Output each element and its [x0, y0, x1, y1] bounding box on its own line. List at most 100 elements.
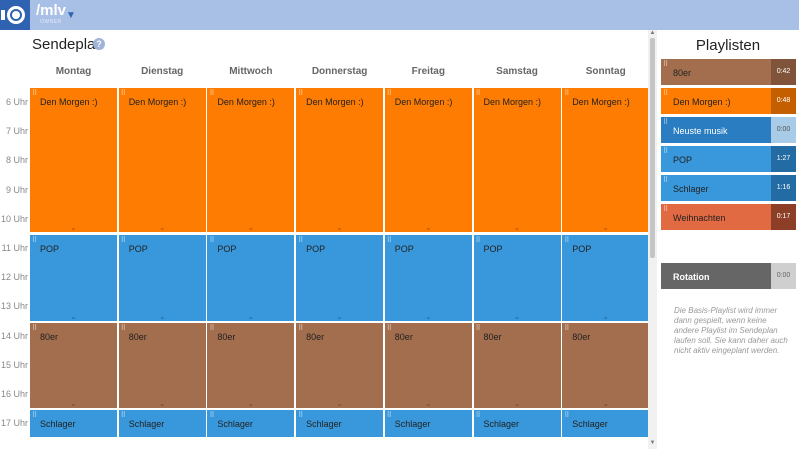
drag-handle-icon[interactable]: ⠿ — [120, 90, 126, 97]
drag-handle-icon[interactable]: ⠿ — [120, 324, 126, 332]
schedule-block[interactable]: ⠿ Schlager — [473, 410, 561, 438]
drag-handle-icon[interactable]: ⠿ — [120, 237, 126, 244]
chevron-down-icon[interactable]: ⌄ — [336, 223, 343, 232]
drag-handle-icon[interactable]: ⠿ — [120, 412, 126, 420]
drag-handle-icon[interactable]: ⠿ — [663, 90, 668, 97]
drag-handle-icon[interactable]: ⠿ — [663, 177, 668, 184]
drag-handle-icon[interactable]: ⠿ — [386, 90, 392, 97]
chevron-down-icon[interactable]: ⌄ — [247, 311, 255, 321]
drag-handle-icon[interactable]: ⠿ — [298, 237, 303, 244]
playlist-item-pop[interactable]: ⠿ POP 1:27 — [661, 146, 796, 172]
schedule-block[interactable]: ⠿ POP ⌄ — [207, 235, 295, 321]
schedule-block[interactable]: ⠿ Schlager — [562, 410, 650, 438]
chevron-down-icon[interactable]: ⌄ — [602, 223, 610, 232]
schedule-block[interactable]: ⠿ 80er ⌄ — [296, 322, 384, 409]
schedule-block[interactable]: ⠿ Schlager — [118, 410, 206, 438]
chevron-down-icon[interactable]: ⌄ — [602, 311, 610, 321]
schedule-block[interactable]: ⠿ Den Morgen :) ⌄ — [30, 88, 117, 232]
scroll-up-icon[interactable]: ▲ — [649, 30, 656, 36]
chevron-down-icon[interactable]: ⌄ — [158, 223, 166, 232]
drag-handle-icon[interactable]: ⠿ — [564, 412, 569, 420]
chevron-down-icon[interactable]: ⌄ — [424, 223, 432, 232]
chevron-down-icon[interactable]: ⌄ — [70, 399, 77, 409]
playlist-item-den-morgen[interactable]: ⠿ Den Morgen :) 0:48 — [661, 88, 796, 114]
schedule-block[interactable]: ⠿ Schlager — [207, 410, 295, 438]
drag-handle-icon[interactable]: ⠿ — [298, 324, 303, 332]
schedule-block[interactable]: ⠿ 80er ⌄ — [30, 322, 117, 409]
scrollbar-thumb[interactable] — [650, 38, 655, 258]
schedule-block[interactable]: ⠿ 80er ⌄ — [207, 322, 295, 409]
drag-handle-icon[interactable]: ⠿ — [298, 412, 303, 420]
drag-handle-icon[interactable]: ⠿ — [564, 90, 569, 97]
app-logo[interactable] — [0, 0, 30, 30]
drag-handle-icon[interactable]: ⠿ — [475, 237, 481, 244]
chevron-down-icon[interactable]: ⌄ — [247, 399, 255, 409]
drag-handle-icon[interactable]: ⠿ — [663, 61, 668, 68]
drag-handle-icon[interactable]: ⠿ — [564, 324, 569, 332]
drag-handle-icon[interactable]: ⠿ — [386, 324, 392, 332]
schedule-block[interactable]: ⠿ 80er ⌄ — [384, 322, 472, 409]
chevron-down-icon[interactable]: ⌄ — [70, 311, 77, 321]
schedule-block[interactable]: ⠿ POP ⌄ — [296, 235, 384, 321]
schedule-block[interactable]: ⠿ POP ⌄ — [562, 235, 650, 321]
scroll-down-icon[interactable]: ▼ — [649, 440, 656, 446]
schedule-block[interactable]: ⠿ POP ⌄ — [473, 235, 561, 321]
drag-handle-icon[interactable]: ⠿ — [209, 412, 214, 420]
rotation-playlist[interactable]: Rotation 0:00 — [661, 263, 796, 289]
drag-handle-icon[interactable]: ⠿ — [209, 237, 214, 244]
chevron-down-icon[interactable]: ⌄ — [602, 399, 610, 409]
chevron-down-icon[interactable]: ⌄ — [513, 399, 521, 409]
day-header: Mittwoch — [229, 66, 273, 77]
schedule-block[interactable]: ⠿ 80er ⌄ — [562, 322, 650, 409]
drag-handle-icon[interactable]: ⠿ — [663, 206, 668, 213]
drag-handle-icon[interactable]: ⠿ — [32, 237, 37, 244]
chevron-down-icon[interactable]: ⌄ — [158, 399, 166, 409]
drag-handle-icon[interactable]: ⠿ — [32, 324, 37, 332]
drag-handle-icon[interactable]: ⠿ — [475, 412, 481, 420]
schedule-block[interactable]: ⠿ 80er ⌄ — [118, 322, 206, 409]
drag-handle-icon[interactable]: ⠿ — [298, 90, 303, 97]
schedule-block[interactable]: ⠿ Schlager — [296, 410, 384, 438]
drag-handle-icon[interactable]: ⠿ — [209, 90, 214, 97]
schedule-block[interactable]: ⠿ Schlager — [384, 410, 472, 438]
schedule-block[interactable]: ⠿ Den Morgen :) ⌄ — [473, 88, 561, 232]
chevron-down-icon[interactable]: ⌄ — [247, 223, 255, 232]
drag-handle-icon[interactable]: ⠿ — [32, 412, 37, 420]
chevron-down-icon[interactable]: ⌄ — [70, 223, 77, 232]
drag-handle-icon[interactable]: ⠿ — [663, 148, 668, 155]
chevron-down-icon[interactable]: ⌄ — [336, 399, 343, 409]
playlist-item-weihnachten[interactable]: ⠿ Weihnachten 0:17 — [661, 204, 796, 230]
schedule-block[interactable]: ⠿ Den Morgen :) ⌄ — [296, 88, 384, 232]
drag-handle-icon[interactable]: ⠿ — [386, 412, 392, 420]
schedule-block[interactable]: ⠿ POP ⌄ — [118, 235, 206, 321]
drag-handle-icon[interactable]: ⠿ — [564, 237, 569, 244]
chevron-down-icon[interactable]: ⌄ — [513, 311, 521, 321]
playlist-item-neuste-musik[interactable]: ⠿ Neuste musik 0:00 — [661, 117, 796, 143]
drag-handle-icon[interactable]: ⠿ — [663, 119, 668, 126]
schedule-block[interactable]: ⠿ Schlager — [30, 410, 117, 438]
chevron-down-icon[interactable]: ⌄ — [158, 311, 166, 321]
schedule-block[interactable]: ⠿ Den Morgen :) ⌄ — [562, 88, 650, 232]
drag-handle-icon[interactable]: ⠿ — [475, 90, 481, 97]
drag-handle-icon[interactable]: ⠿ — [386, 237, 392, 244]
drag-handle-icon[interactable]: ⠿ — [209, 324, 214, 332]
playlist-item-80er[interactable]: ⠿ 80er 0:42 — [661, 59, 796, 85]
station-name[interactable]: /mlv — [36, 2, 67, 19]
schedule-block[interactable]: ⠿ Den Morgen :) ⌄ — [384, 88, 472, 232]
chevron-down-icon[interactable]: ⌄ — [336, 311, 343, 321]
playlist-item-schlager[interactable]: ⠿ Schlager 1:16 — [661, 175, 796, 201]
chevron-down-icon[interactable]: ⌄ — [424, 311, 432, 321]
schedule-block[interactable]: ⠿ POP ⌄ — [384, 235, 472, 321]
schedule-block[interactable]: ⠿ POP ⌄ — [30, 235, 117, 321]
drag-handle-icon[interactable]: ⠿ — [475, 324, 481, 332]
drag-handle-icon[interactable]: ⠿ — [32, 90, 37, 97]
chevron-down-icon[interactable]: ⌄ — [513, 223, 521, 232]
schedule-block-label: Den Morgen :) — [217, 97, 275, 107]
schedule-block[interactable]: ⠿ Den Morgen :) ⌄ — [118, 88, 206, 232]
help-icon[interactable]: ? — [93, 38, 105, 50]
chevron-down-icon[interactable]: ▼ — [66, 10, 76, 21]
day-header: Dienstag — [141, 66, 184, 77]
schedule-block[interactable]: ⠿ 80er ⌄ — [473, 322, 561, 409]
schedule-block[interactable]: ⠿ Den Morgen :) ⌄ — [207, 88, 295, 232]
chevron-down-icon[interactable]: ⌄ — [424, 399, 432, 409]
